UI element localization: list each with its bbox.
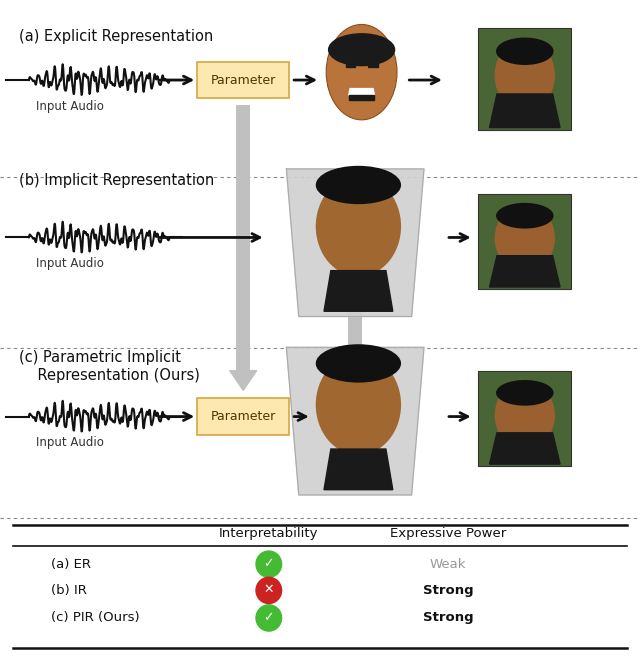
Circle shape — [256, 551, 282, 577]
Ellipse shape — [496, 380, 554, 405]
Polygon shape — [490, 94, 560, 127]
Text: ✕: ✕ — [264, 583, 274, 596]
Bar — [236, 105, 250, 371]
Ellipse shape — [495, 381, 555, 449]
Text: Weak: Weak — [429, 558, 467, 571]
Ellipse shape — [495, 39, 555, 112]
Text: (a) Explicit Representation: (a) Explicit Representation — [19, 29, 214, 43]
Text: (b) Implicit Representation: (b) Implicit Representation — [19, 173, 214, 188]
Ellipse shape — [316, 166, 401, 204]
Ellipse shape — [496, 37, 554, 65]
Bar — [479, 28, 572, 130]
Ellipse shape — [496, 203, 554, 228]
Text: Strong: Strong — [422, 584, 474, 597]
Polygon shape — [287, 169, 424, 317]
Text: (b) IR: (b) IR — [51, 584, 87, 597]
Text: Input Audio: Input Audio — [36, 436, 104, 449]
Polygon shape — [230, 371, 257, 390]
Polygon shape — [324, 270, 393, 312]
FancyBboxPatch shape — [197, 62, 289, 98]
Text: Parameter: Parameter — [211, 410, 276, 423]
Polygon shape — [490, 433, 560, 464]
Text: Strong: Strong — [422, 611, 474, 625]
Text: Expressive Power: Expressive Power — [390, 527, 506, 541]
Text: (a) ER: (a) ER — [51, 558, 92, 571]
Polygon shape — [342, 362, 369, 382]
Text: Representation (Ours): Representation (Ours) — [19, 368, 200, 382]
Polygon shape — [324, 449, 393, 489]
Text: (c) PIR (Ours): (c) PIR (Ours) — [51, 611, 140, 625]
Bar — [479, 194, 572, 289]
Circle shape — [256, 605, 282, 631]
Ellipse shape — [316, 354, 401, 455]
Text: ✓: ✓ — [264, 557, 274, 570]
Polygon shape — [349, 89, 374, 95]
Circle shape — [256, 577, 282, 604]
Ellipse shape — [326, 24, 397, 120]
Ellipse shape — [316, 176, 401, 277]
Text: Interpretability: Interpretability — [219, 527, 319, 541]
Ellipse shape — [316, 344, 401, 382]
Ellipse shape — [328, 33, 396, 66]
FancyBboxPatch shape — [197, 398, 289, 435]
Bar — [348, 285, 362, 362]
Ellipse shape — [495, 204, 555, 272]
Text: Parameter: Parameter — [211, 73, 276, 87]
Bar — [479, 371, 572, 466]
Polygon shape — [490, 256, 560, 287]
Polygon shape — [346, 62, 355, 67]
Polygon shape — [349, 95, 374, 100]
Text: Input Audio: Input Audio — [36, 100, 104, 113]
Text: (c) Parametric Implicit: (c) Parametric Implicit — [19, 350, 181, 365]
Text: ✓: ✓ — [264, 611, 274, 624]
Polygon shape — [287, 348, 424, 495]
Text: Input Audio: Input Audio — [36, 257, 104, 270]
Polygon shape — [368, 62, 378, 67]
